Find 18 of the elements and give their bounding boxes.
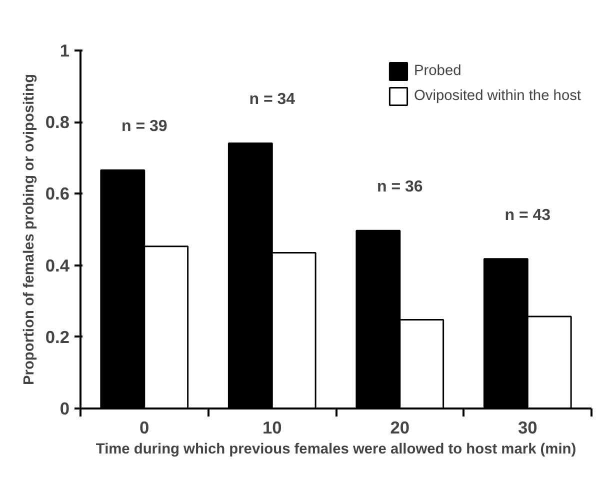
annotation: n = 36 bbox=[376, 178, 423, 196]
y-tick-label: 0.4 bbox=[45, 255, 70, 276]
y-tick-label: 0.8 bbox=[45, 112, 70, 132]
x-tick-label: 0 bbox=[140, 418, 150, 438]
legend-label: Oviposited within the host bbox=[414, 88, 581, 104]
legend-label: Probed bbox=[414, 63, 462, 79]
x-axis-title: Time during which previous females were allowed to host mark (min) bbox=[96, 442, 576, 458]
y-tick-label: 0.2 bbox=[45, 326, 70, 347]
x-tick-label: 30 bbox=[518, 418, 538, 438]
y-tick-label: 0 bbox=[60, 398, 70, 418]
annotation: n = 34 bbox=[249, 91, 296, 108]
annotation: n = 39 bbox=[121, 118, 168, 136]
y-tick-label: 1 bbox=[60, 40, 70, 60]
y-tick-label: 0.6 bbox=[45, 184, 70, 204]
annotation: n = 43 bbox=[504, 206, 551, 224]
x-tick-label: 20 bbox=[390, 418, 410, 438]
x-tick-label: 10 bbox=[262, 418, 282, 438]
y-axis-title: Proportion of females probing or ovipositing bbox=[21, 74, 38, 386]
